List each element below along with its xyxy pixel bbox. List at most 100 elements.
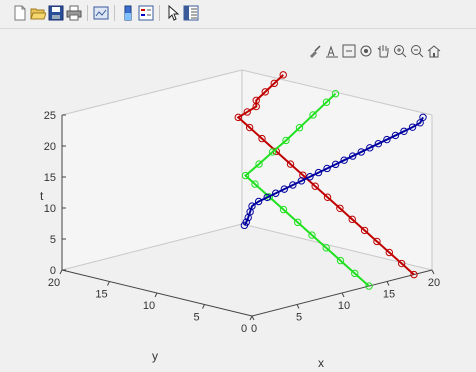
data-point xyxy=(286,160,295,168)
data-point xyxy=(308,231,316,239)
y-axis-label: y xyxy=(152,349,158,363)
toolbar-separator xyxy=(159,5,160,21)
series-red xyxy=(234,71,418,279)
y-tick-label: 20 xyxy=(48,277,60,289)
data-point xyxy=(261,88,269,96)
data-point xyxy=(383,135,391,144)
data-point xyxy=(243,108,251,116)
data-point xyxy=(408,123,417,131)
data-point xyxy=(282,136,290,145)
z-tick-label: 10 xyxy=(44,203,56,215)
y-tick-label: 0 xyxy=(241,323,247,335)
zoom-in-icon[interactable] xyxy=(393,44,407,58)
z-tick-label: 5 xyxy=(50,234,56,246)
data-point xyxy=(311,182,319,190)
data-point xyxy=(349,152,357,160)
data-point xyxy=(258,134,266,143)
x-tick xyxy=(296,304,300,309)
toolbar-separator xyxy=(114,5,115,21)
series-line xyxy=(243,92,370,287)
x-tick-label: 20 xyxy=(428,277,440,289)
data-point xyxy=(323,193,332,201)
save-icon[interactable] xyxy=(48,5,64,21)
data-point xyxy=(314,168,323,177)
toolbar-separator xyxy=(87,5,88,21)
y-tick-label: 10 xyxy=(143,300,155,312)
insert-colorbar-icon[interactable] xyxy=(120,5,136,21)
data-point xyxy=(270,79,278,88)
data-point xyxy=(331,160,340,169)
data-point xyxy=(295,124,304,132)
link-plot-icon[interactable] xyxy=(93,5,109,21)
data-point xyxy=(322,244,330,252)
y-tick xyxy=(249,315,253,321)
data-point xyxy=(251,180,259,188)
home-icon[interactable] xyxy=(427,44,441,58)
data-point xyxy=(309,111,317,119)
rotate-3d-icon[interactable] xyxy=(359,44,373,58)
data-point xyxy=(241,171,250,180)
data-point xyxy=(365,282,373,290)
data-point xyxy=(366,144,374,152)
data-point xyxy=(245,123,254,132)
x-axis-label: x xyxy=(318,356,324,370)
data-point xyxy=(263,193,271,202)
data-point xyxy=(306,173,314,181)
z-tick-label: 0 xyxy=(50,265,56,277)
x-tick-label: 10 xyxy=(338,300,350,312)
x-tick xyxy=(341,292,345,298)
data-point xyxy=(234,113,242,122)
data-point xyxy=(351,269,359,278)
series-blue xyxy=(240,113,427,230)
figure-toolbar xyxy=(0,0,476,29)
data-cursor-icon[interactable] xyxy=(342,44,356,58)
zoom-out-icon[interactable] xyxy=(410,44,424,58)
data-point xyxy=(240,221,249,230)
data-point xyxy=(397,259,406,268)
axis-ticks xyxy=(59,114,435,321)
series-line xyxy=(236,74,415,276)
new-figure-icon[interactable] xyxy=(12,5,28,21)
data-point xyxy=(331,90,340,98)
axes-background xyxy=(62,70,432,270)
y-tick xyxy=(59,269,63,275)
data-point xyxy=(374,139,383,148)
z-tick-label: 25 xyxy=(44,110,56,122)
x-tick-label: 5 xyxy=(296,312,302,324)
data-point xyxy=(360,226,369,235)
z-axis-label: t xyxy=(40,189,44,203)
data-point xyxy=(272,189,280,197)
z-tick-label: 20 xyxy=(44,141,56,153)
data-point xyxy=(279,71,287,79)
data-point xyxy=(289,181,297,189)
series-line xyxy=(243,116,424,226)
data-point xyxy=(268,148,277,156)
y-tick-label: 5 xyxy=(193,312,199,324)
z-tick-label: 15 xyxy=(44,172,56,184)
edit-plot-arrow-icon[interactable] xyxy=(165,5,181,21)
data-point xyxy=(391,131,400,140)
insert-legend-icon[interactable] xyxy=(138,5,154,21)
x-tick xyxy=(431,269,435,275)
data-point xyxy=(322,98,331,106)
data-point xyxy=(279,205,288,214)
data-point xyxy=(340,156,348,164)
series-green xyxy=(241,90,373,290)
data-point xyxy=(357,148,365,156)
data-point xyxy=(254,197,263,206)
data-point xyxy=(297,177,306,185)
data-point xyxy=(385,248,393,257)
data-point xyxy=(410,270,418,279)
x-tick-label: 0 xyxy=(251,323,257,335)
property-inspector-icon[interactable] xyxy=(183,5,199,21)
x-tick xyxy=(386,281,390,286)
datatip-icon[interactable] xyxy=(325,44,339,58)
pan-hand-icon[interactable] xyxy=(376,44,390,58)
print-icon[interactable] xyxy=(66,5,82,21)
data-point xyxy=(252,96,260,105)
data-point xyxy=(416,119,424,127)
data-point xyxy=(336,204,344,213)
brush-icon[interactable] xyxy=(308,44,322,58)
open-file-icon[interactable] xyxy=(30,5,46,21)
